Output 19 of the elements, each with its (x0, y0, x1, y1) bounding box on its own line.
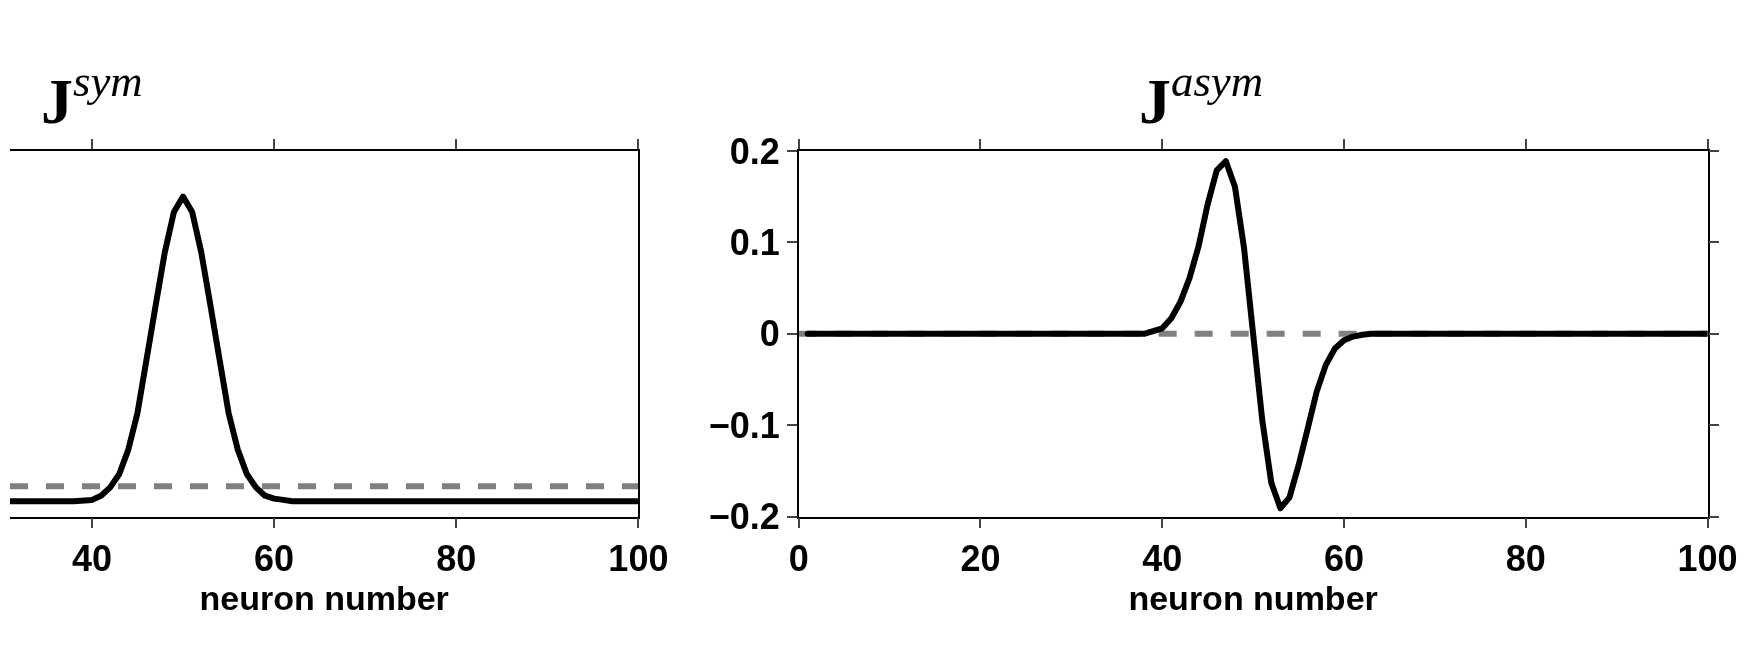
x-tick-label: 40 (1142, 538, 1183, 580)
y-tick-label: 0.2 (729, 130, 780, 172)
chart-title: J$^{asym}$ (1139, 56, 1264, 137)
x-axis-title: neuron number (1128, 579, 1378, 618)
y-tick-label: 0 (759, 313, 780, 355)
chart-title: J$^{sym}$ (41, 56, 143, 137)
x-axis-title: neuron number (199, 579, 449, 618)
x-tick-label: 80 (436, 538, 477, 580)
x-tick-label: 20 (960, 538, 1001, 580)
y-tick-label: 0.1 (729, 222, 780, 264)
x-tick-label: 80 (1505, 538, 1546, 580)
x-tick-label: 100 (608, 538, 669, 580)
x-tick-label: 40 (71, 538, 112, 580)
y-tick-label: −0.2 (708, 496, 780, 538)
x-tick-label: 0 (788, 538, 809, 580)
x-tick-label: 60 (1323, 538, 1365, 580)
x-tick-label: 100 (1677, 538, 1738, 580)
x-tick-label: 60 (254, 538, 295, 580)
y-tick-label: −0.1 (708, 404, 780, 446)
